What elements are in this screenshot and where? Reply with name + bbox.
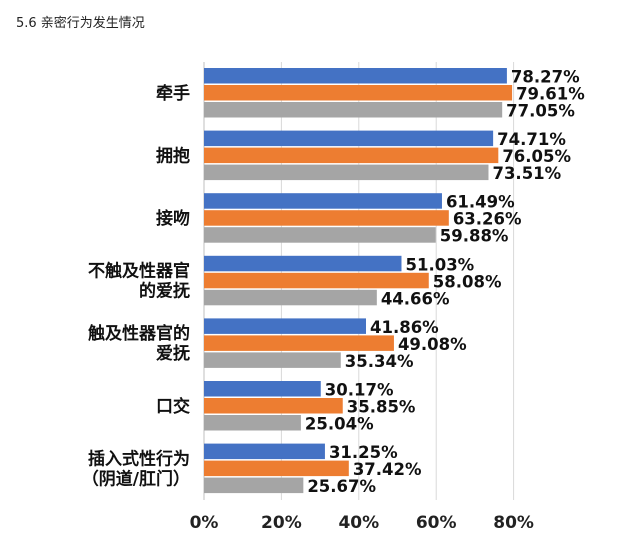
bar: [204, 477, 304, 494]
data-label: 51.03%: [405, 255, 474, 274]
data-label: 61.49%: [446, 193, 515, 212]
bar: [204, 289, 377, 306]
category-label: 接吻: [156, 208, 190, 229]
bar: [204, 68, 507, 84]
category-label: 的爱抚: [139, 281, 190, 302]
data-label: 59.88%: [440, 227, 509, 246]
value-labels: 78.27%79.61%77.05% 74.71%76.05%73.51% 61.4…: [305, 68, 585, 497]
data-label: 35.85%: [347, 398, 416, 417]
bar: [204, 130, 494, 147]
data-label: 77.05%: [506, 102, 575, 121]
bar: [204, 102, 503, 118]
data-label: 78.27%: [511, 68, 580, 87]
bar: [204, 381, 321, 397]
bar: [204, 398, 343, 414]
x-tick-label: 40%: [338, 513, 379, 533]
category-label: 牵手: [156, 83, 190, 104]
bar: [204, 335, 394, 351]
data-label: 41.86%: [370, 318, 439, 337]
bars: [204, 68, 513, 494]
category-label: 不触及性器官: [88, 261, 190, 282]
category-label: 爱抚: [156, 343, 190, 364]
bar: [204, 318, 366, 334]
x-tick-label: 60%: [416, 513, 457, 533]
category-label: （阴道/肛门）: [82, 468, 190, 489]
data-label: 58.08%: [433, 272, 502, 291]
x-tick-label: 80%: [493, 513, 534, 533]
data-label: 49.08%: [398, 335, 467, 354]
category-label: 插入式性行为: [88, 448, 190, 469]
category-label: 触及性器官的: [87, 323, 190, 344]
data-label: 35.34%: [345, 352, 414, 371]
bar: [204, 352, 341, 368]
data-label: 63.26%: [453, 210, 522, 229]
data-label: 79.61%: [516, 85, 585, 104]
page-title: 5.6 亲密行为发生情况: [16, 16, 145, 31]
data-label: 44.66%: [381, 289, 450, 308]
x-tick-label: 0%: [190, 513, 219, 533]
data-label: 37.42%: [353, 460, 422, 479]
bar: [204, 443, 325, 460]
data-label: 25.67%: [307, 477, 376, 496]
bar: [204, 227, 436, 243]
category-label: 拥抱: [156, 145, 190, 166]
category-label: 口交: [156, 396, 190, 417]
bar: [204, 85, 513, 101]
bar: [204, 255, 402, 272]
data-label: 73.51%: [492, 164, 561, 183]
bar: [204, 164, 489, 181]
bar: [204, 460, 349, 477]
data-label: 76.05%: [502, 147, 571, 166]
x-axis-ticks: 0% 20% 40% 60% 80%: [190, 513, 534, 533]
data-label: 31.25%: [329, 443, 398, 462]
x-tick-label: 20%: [261, 513, 302, 533]
bar: [204, 147, 499, 164]
bar: [204, 193, 442, 209]
data-label: 25.04%: [305, 415, 374, 434]
bar: [204, 272, 429, 289]
bar: [204, 415, 301, 431]
bar: [204, 210, 449, 226]
data-label: 30.17%: [325, 381, 394, 400]
data-label: 74.71%: [497, 130, 566, 149]
